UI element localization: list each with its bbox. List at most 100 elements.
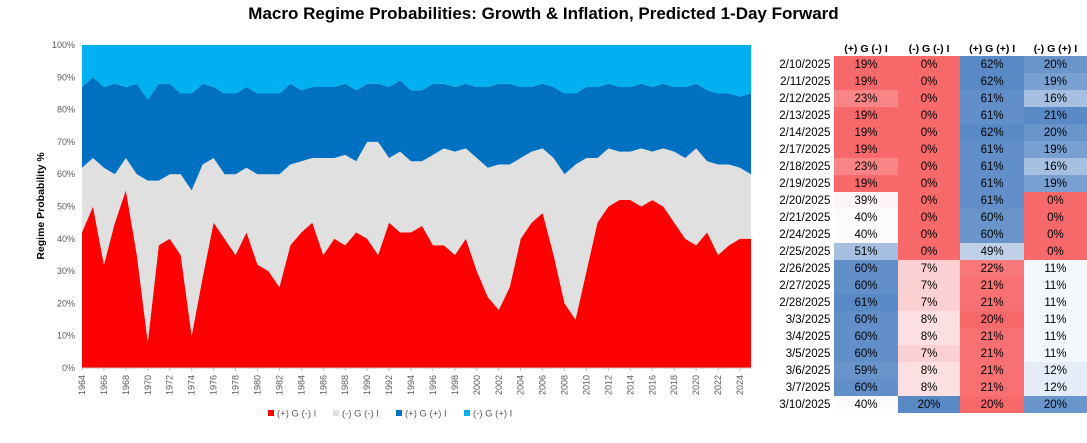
legend-swatch (464, 410, 470, 416)
header-pg-pi: (+) G (+) I (969, 42, 1016, 55)
x-tick-label: 1988 (340, 375, 350, 395)
table-row: 2/13/2025 19% 0% 61% 21% (763, 107, 1087, 124)
x-tick-label: 1966 (99, 375, 109, 395)
series-area-1 (82, 141, 751, 343)
probability-cell: 7% (897, 260, 961, 277)
x-tick-label: 1986 (318, 375, 328, 395)
table-row: 2/11/2025 19% 0% 62% 19% (763, 73, 1087, 90)
x-tick-label: 2004 (516, 375, 526, 395)
probability-cell: 0% (897, 90, 961, 107)
probability-cell: 16% (1023, 90, 1087, 107)
table-row: 3/3/2025 60% 8% 20% 11% (763, 311, 1087, 328)
x-tick-label: 1980 (252, 375, 262, 395)
x-tick-label: 2014 (625, 375, 635, 395)
series-area-2 (82, 77, 751, 191)
probability-cell: 60% (834, 277, 898, 294)
row-date: 2/19/2025 (779, 177, 831, 190)
probability-cell: 40% (834, 396, 898, 413)
y-axis-label: Regime Probability % (35, 152, 47, 260)
x-tick-label: 2020 (691, 375, 701, 395)
series-area-3 (82, 45, 751, 100)
legend-label: (+) G (+) I (405, 409, 447, 420)
legend-label: (-) G (+) I (473, 409, 512, 420)
table-row: 2/27/2025 60% 7% 21% 11% (763, 277, 1087, 294)
x-tick-label: 2002 (494, 375, 504, 395)
probability-cell: 0% (897, 192, 961, 209)
probability-cell: 11% (1023, 345, 1087, 362)
probability-cell: 21% (960, 362, 1024, 379)
table-row: 3/10/2025 40% 20% 20% 20% (763, 396, 1087, 413)
probability-cell: 8% (897, 311, 961, 328)
probability-cell: 40% (834, 209, 898, 226)
x-tick-label: 1964 (77, 375, 87, 395)
y-tick-label: 10% (57, 331, 75, 341)
probability-cell: 12% (1023, 379, 1087, 396)
table-row: 2/21/2025 40% 0% 60% 0% (763, 209, 1087, 226)
header-pg-ni: (+) G (-) I (844, 42, 888, 55)
probability-cell: 59% (834, 362, 898, 379)
probability-cell: 0% (1023, 209, 1087, 226)
table-row: 3/6/2025 59% 8% 21% 12% (763, 362, 1087, 379)
probability-cell: 60% (960, 209, 1024, 226)
probability-cell: 62% (960, 73, 1024, 90)
table-row: 2/28/2025 61% 7% 21% 11% (763, 294, 1087, 311)
probability-cell: 60% (834, 345, 898, 362)
table-row: 2/20/2025 39% 0% 61% 0% (763, 192, 1087, 209)
legend-swatch (268, 410, 274, 416)
x-tick-label: 2010 (581, 375, 591, 395)
probability-cell: 49% (960, 243, 1024, 260)
probability-cell: 19% (1023, 175, 1087, 192)
probability-cell: 60% (834, 379, 898, 396)
probability-cell: 0% (897, 107, 961, 124)
row-date: 2/11/2025 (780, 75, 831, 88)
x-tick-label: 2024 (735, 375, 745, 395)
row-date: 3/4/2025 (785, 330, 831, 343)
probability-cell: 0% (897, 243, 961, 260)
probability-cell: 62% (960, 56, 1024, 73)
y-tick-label: 40% (57, 234, 75, 244)
probability-cell: 11% (1023, 294, 1087, 311)
probability-cell: 19% (834, 107, 898, 124)
row-date: 2/13/2025 (779, 109, 831, 122)
probability-cell: 23% (834, 158, 898, 175)
row-date: 2/20/2025 (779, 194, 831, 207)
table-row: 2/10/2025 19% 0% 62% 20% (763, 56, 1087, 73)
header-ng-ni: (-) G (-) I (908, 42, 950, 55)
table-row: 2/24/2025 40% 0% 60% 0% (763, 226, 1087, 243)
probability-cell: 61% (960, 175, 1024, 192)
probability-cell: 60% (834, 328, 898, 345)
row-date: 2/25/2025 (779, 245, 831, 258)
probability-cell: 8% (897, 379, 961, 396)
row-date: 2/26/2025 (779, 262, 831, 275)
x-tick-label: 1970 (143, 375, 153, 395)
x-tick-label: 1998 (450, 375, 460, 395)
probability-cell: 20% (960, 311, 1024, 328)
x-tick-label: 1994 (406, 375, 416, 395)
table-row: 3/4/2025 60% 8% 21% 11% (763, 328, 1087, 345)
probability-cell: 11% (1023, 311, 1087, 328)
probability-cell: 61% (960, 90, 1024, 107)
y-tick-label: 100% (52, 40, 75, 50)
row-date: 2/14/2025 (779, 126, 831, 139)
header-ng-pi: (-) G (+) I (1033, 42, 1078, 55)
probability-cell: 8% (897, 362, 961, 379)
probability-cell: 61% (960, 158, 1024, 175)
date-header (763, 41, 834, 56)
x-tick-label: 1972 (165, 375, 175, 395)
row-date: 3/6/2025 (785, 364, 831, 377)
probability-cell: 61% (960, 192, 1024, 209)
table-row: 2/26/2025 60% 7% 22% 11% (763, 260, 1087, 277)
x-tick-label: 2016 (647, 375, 657, 395)
probability-cell: 7% (897, 277, 961, 294)
probability-cell: 0% (897, 158, 961, 175)
probability-cell: 11% (1023, 277, 1087, 294)
x-tick-label: 1974 (187, 375, 197, 395)
probability-cell: 8% (897, 328, 961, 345)
probability-cell: 19% (834, 73, 898, 90)
probability-cell: 19% (834, 175, 898, 192)
probability-cell: 0% (897, 175, 961, 192)
x-tick-label: 2018 (669, 375, 679, 395)
probability-cell: 11% (1023, 260, 1087, 277)
table-row: 2/19/2025 19% 0% 61% 19% (763, 175, 1087, 192)
row-date: 2/10/2025 (779, 58, 831, 71)
